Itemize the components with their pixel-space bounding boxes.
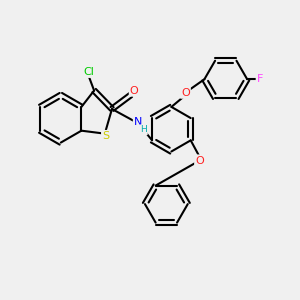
Text: N: N	[134, 117, 142, 127]
Text: Cl: Cl	[83, 67, 94, 77]
Text: O: O	[130, 85, 139, 96]
Text: S: S	[102, 131, 109, 141]
Text: H: H	[140, 125, 147, 134]
Text: O: O	[181, 88, 190, 98]
Text: F: F	[257, 74, 263, 84]
Text: O: O	[195, 156, 204, 166]
